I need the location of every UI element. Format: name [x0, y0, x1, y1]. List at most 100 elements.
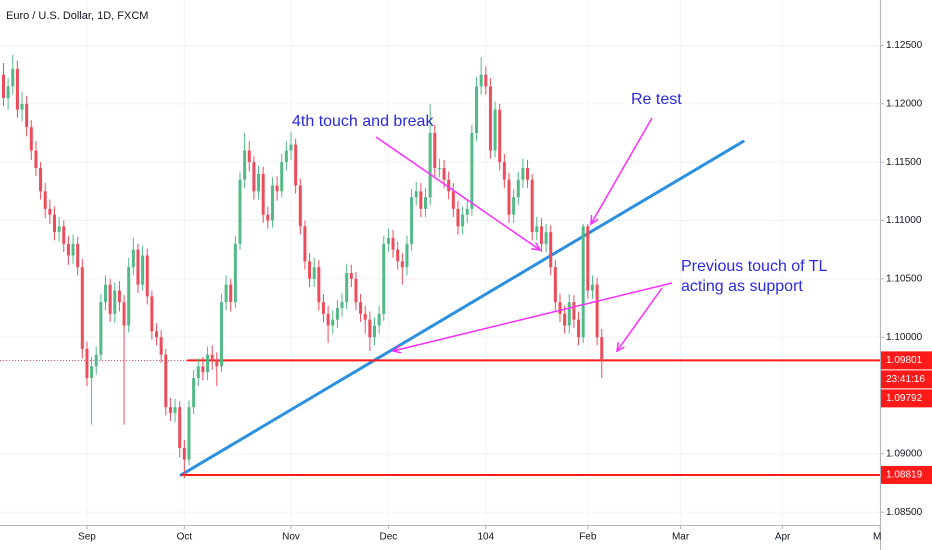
candle-body	[39, 168, 43, 192]
candle-body	[586, 226, 590, 291]
candle-body	[447, 179, 451, 192]
candle-body	[178, 407, 182, 448]
candle-body	[382, 243, 386, 314]
arrow	[393, 282, 673, 351]
candle-body	[289, 144, 293, 151]
arrow	[591, 117, 653, 224]
candle-body	[377, 313, 381, 326]
candle-body	[335, 308, 339, 320]
candle-body	[243, 150, 247, 180]
candle-body	[34, 150, 38, 168]
candle-body	[261, 173, 265, 215]
y-tick-label: 1.10500	[886, 273, 923, 284]
candle-body	[331, 319, 335, 326]
candle-body	[507, 179, 511, 215]
candle-body	[363, 313, 367, 320]
candle-body	[122, 302, 126, 326]
candle-body	[475, 86, 479, 133]
x-tick-label: 104	[477, 532, 494, 543]
candle-body	[424, 197, 428, 209]
candle-body	[553, 267, 557, 303]
candle-body	[349, 273, 353, 279]
price-axis	[880, 0, 932, 550]
candle-body	[108, 284, 112, 314]
candles	[1, 54, 604, 479]
candle-body	[372, 325, 376, 338]
candle-body	[526, 168, 530, 180]
candle-body	[433, 133, 437, 168]
candle-body	[219, 302, 223, 367]
candle-body	[62, 226, 66, 244]
candle-body	[131, 249, 135, 268]
candle-body	[572, 302, 576, 320]
candle-body	[247, 150, 251, 163]
candle-body	[539, 226, 543, 244]
price-label: 1.09801	[886, 355, 923, 366]
candle-body	[270, 185, 274, 221]
candle-body	[581, 226, 585, 338]
countdown-bg	[881, 370, 932, 389]
candle-body	[173, 407, 177, 413]
candle-body	[229, 284, 233, 303]
candle-body	[312, 267, 316, 279]
candle-body	[484, 74, 488, 87]
x-tick-label: Nov	[282, 532, 300, 543]
candle-body	[479, 74, 483, 87]
y-tick-label: 1.10000	[886, 332, 923, 343]
candle-body	[512, 197, 516, 215]
candle-body	[544, 232, 548, 244]
candle-body	[275, 185, 279, 192]
candle-body	[521, 168, 525, 180]
y-tick-label: 1.12500	[886, 40, 923, 51]
price-label-bg	[881, 389, 932, 408]
x-tick-label: Mar	[672, 532, 690, 543]
price-axis-mask	[881, 526, 932, 550]
candle-body	[359, 302, 363, 314]
x-tick-label: Ma	[873, 532, 887, 543]
candle-body	[192, 378, 196, 408]
candle-body	[396, 249, 400, 262]
candle-body	[577, 319, 581, 338]
y-tick-label: 1.09000	[886, 448, 923, 459]
candle-body	[600, 337, 604, 361]
x-tick-label: Apr	[775, 532, 791, 543]
candle-body	[266, 214, 270, 221]
annotation: Previous touch of TL	[681, 258, 828, 275]
arrow	[375, 136, 540, 250]
candle-body	[498, 109, 502, 163]
candle-body	[252, 162, 256, 192]
candle-body	[451, 191, 455, 209]
candle-body	[66, 243, 70, 256]
annotations: 4th touch and break Re test Previous tou…	[292, 91, 828, 351]
x-tick-label: Oct	[177, 532, 193, 543]
candle-body	[326, 313, 330, 326]
candle-body	[159, 337, 163, 355]
candle-body	[317, 267, 321, 303]
candle-body	[94, 354, 98, 367]
annotation: 4th touch and break	[292, 113, 434, 130]
candle-body	[442, 168, 446, 180]
candle-body	[85, 348, 89, 378]
candle-body	[117, 290, 121, 303]
drawings	[0, 139, 880, 477]
candle-body	[136, 249, 140, 285]
candle-body	[516, 179, 520, 198]
candle-body	[386, 238, 390, 244]
candle-body	[43, 191, 47, 209]
candle-body	[428, 133, 432, 198]
candle-body	[493, 109, 497, 151]
candle-body	[76, 243, 80, 268]
candle-body	[201, 366, 205, 373]
chart-title: Euro / U.S. Dollar, 1D, FXCM	[6, 10, 148, 22]
y-tick-label: 1.08500	[886, 507, 923, 518]
candle-body	[354, 278, 358, 303]
candle-body	[127, 267, 131, 326]
countdown: 23:41:16	[886, 374, 925, 385]
candle-body	[303, 226, 307, 262]
y-tick-label: 1.11500	[886, 157, 922, 168]
price-label: 1.08819	[886, 470, 923, 481]
candle-body	[113, 290, 117, 314]
candle-body	[238, 179, 242, 244]
candle-body	[233, 243, 237, 303]
